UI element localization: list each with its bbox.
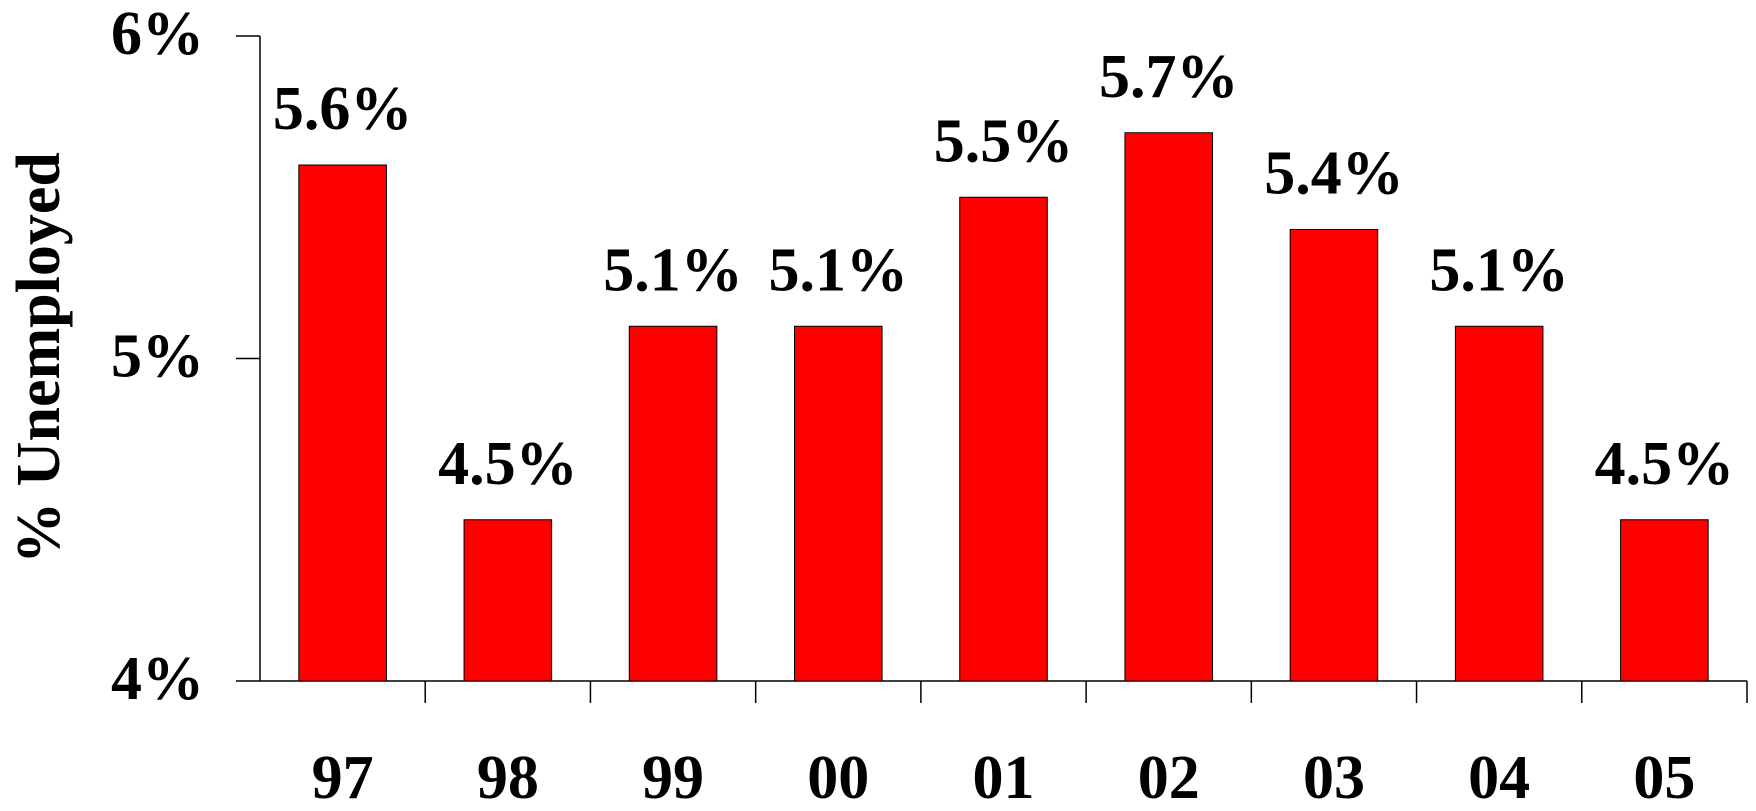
x-tick-label: 05	[1633, 744, 1695, 811]
bar	[1124, 132, 1214, 682]
y-tick-label: 6%	[111, 0, 204, 68]
value-label: 5.5%	[934, 107, 1074, 175]
bar	[463, 519, 553, 682]
value-label: 5.1%	[1429, 236, 1569, 304]
y-tick-label: 5%	[111, 323, 204, 391]
bar	[793, 325, 883, 682]
x-tick-label: 99	[642, 744, 704, 811]
x-tick-label: 98	[477, 744, 539, 811]
bar	[1620, 519, 1709, 682]
value-label: 4.5%	[438, 430, 578, 498]
value-label: 5.1%	[769, 236, 909, 304]
x-tick-label: 97	[312, 744, 374, 811]
x-tick-label: 03	[1303, 744, 1365, 811]
value-label: 4.5%	[1595, 430, 1735, 498]
bar	[298, 164, 387, 682]
bar	[959, 196, 1048, 682]
x-tick-label: 02	[1138, 744, 1200, 811]
x-tick-label: 04	[1468, 744, 1530, 811]
bar	[1454, 325, 1544, 682]
y-axis-label: % Unemployed	[5, 152, 73, 564]
x-tick-label: 00	[807, 744, 869, 811]
x-tick-label: 01	[973, 744, 1035, 811]
value-label: 5.6%	[273, 75, 413, 143]
y-tick-label: 4%	[111, 645, 204, 713]
value-label: 5.1%	[603, 236, 743, 304]
bar	[628, 325, 718, 682]
value-label: 5.7%	[1099, 43, 1239, 111]
value-label: 5.4%	[1264, 140, 1404, 208]
bar	[1289, 229, 1379, 682]
